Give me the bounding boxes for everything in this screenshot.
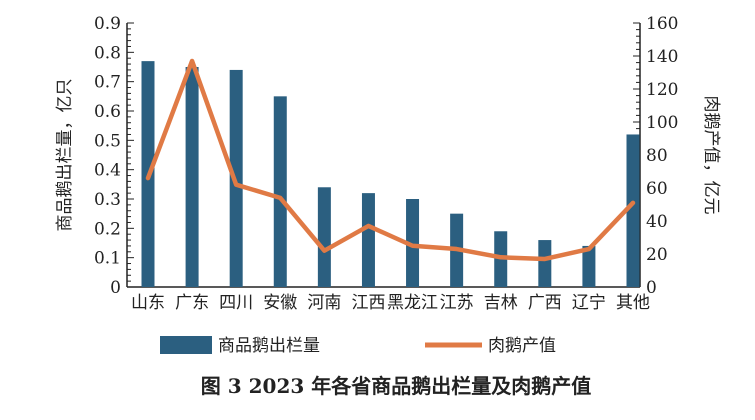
y2-tick-label: 160: [646, 14, 678, 34]
y2-tick-label: 60: [646, 179, 668, 199]
line-point-吉林: [499, 255, 503, 259]
y2-tick-label: 40: [646, 212, 668, 232]
line-point-河南: [322, 249, 326, 253]
x-tick-label: 吉林: [484, 293, 518, 313]
x-tick-label: 江苏: [440, 293, 474, 313]
legend-line-label: 肉鹅产值: [488, 336, 556, 356]
y-tick-label: 0.9: [94, 14, 121, 34]
y-tick-label: 0.8: [94, 43, 121, 63]
bar-黑龙江: [406, 199, 420, 287]
x-tick-label: 山东: [131, 293, 165, 313]
line-point-江西: [366, 224, 370, 228]
y2-axis-label: 肉鹅产值，亿元: [701, 96, 721, 215]
y2-tick-label: 0: [646, 278, 657, 298]
legend-bar-swatch: [160, 336, 212, 354]
chart-title: 图 3 2023 年各省商品鹅出栏量及肉鹅产值: [201, 374, 591, 398]
x-tick-label: 四川: [219, 293, 253, 313]
line-point-广西: [543, 257, 547, 261]
bar-安徽: [273, 96, 287, 287]
bar-广东: [185, 67, 199, 287]
x-tick-label: 辽宁: [572, 293, 606, 313]
y-tick-label: 0.3: [94, 190, 121, 210]
line-point-安徽: [278, 196, 282, 200]
x-tick-label: 江西: [351, 293, 385, 313]
line-point-四川: [234, 183, 238, 187]
x-tick-label: 黑龙江: [387, 293, 438, 313]
bar-江西: [361, 193, 375, 287]
bar-辽宁: [582, 245, 596, 287]
bar-河南: [317, 187, 331, 287]
bar-其他: [626, 134, 640, 287]
line-point-山东: [146, 176, 150, 180]
y-tick-label: 0.2: [94, 219, 121, 239]
y-tick-label: 0: [110, 278, 121, 298]
y2-tick-label: 80: [646, 146, 668, 166]
line-point-其他: [631, 201, 635, 205]
x-tick-label: 河南: [307, 293, 341, 313]
y2-tick-label: 20: [646, 245, 668, 265]
line-point-辽宁: [587, 247, 591, 251]
line-point-江苏: [455, 247, 459, 251]
y2-tick-label: 120: [646, 80, 678, 100]
x-tick-label: 广西: [528, 293, 562, 313]
y-tick-label: 0.1: [94, 249, 121, 269]
legend-bar-label: 商品鹅出栏量: [218, 336, 320, 356]
y2-tick-label: 140: [646, 47, 678, 67]
y-tick-label: 0.7: [94, 73, 121, 93]
y-axis-label: 商品鹅出栏量，亿只: [55, 79, 75, 232]
y-tick-label: 0.6: [94, 102, 121, 122]
x-tick-label: 其他: [616, 293, 650, 313]
line-series-meat-goose-value: [145, 58, 636, 262]
y-tick-label: 0.4: [94, 161, 121, 181]
line-point-广东: [190, 59, 194, 63]
y-tick-label: 0.5: [94, 131, 121, 151]
x-tick-label: 安徽: [263, 293, 297, 313]
line-point-黑龙江: [411, 244, 415, 248]
bar-广西: [538, 240, 552, 287]
x-tick-label: 广东: [175, 293, 209, 313]
y2-tick-label: 100: [646, 113, 678, 133]
